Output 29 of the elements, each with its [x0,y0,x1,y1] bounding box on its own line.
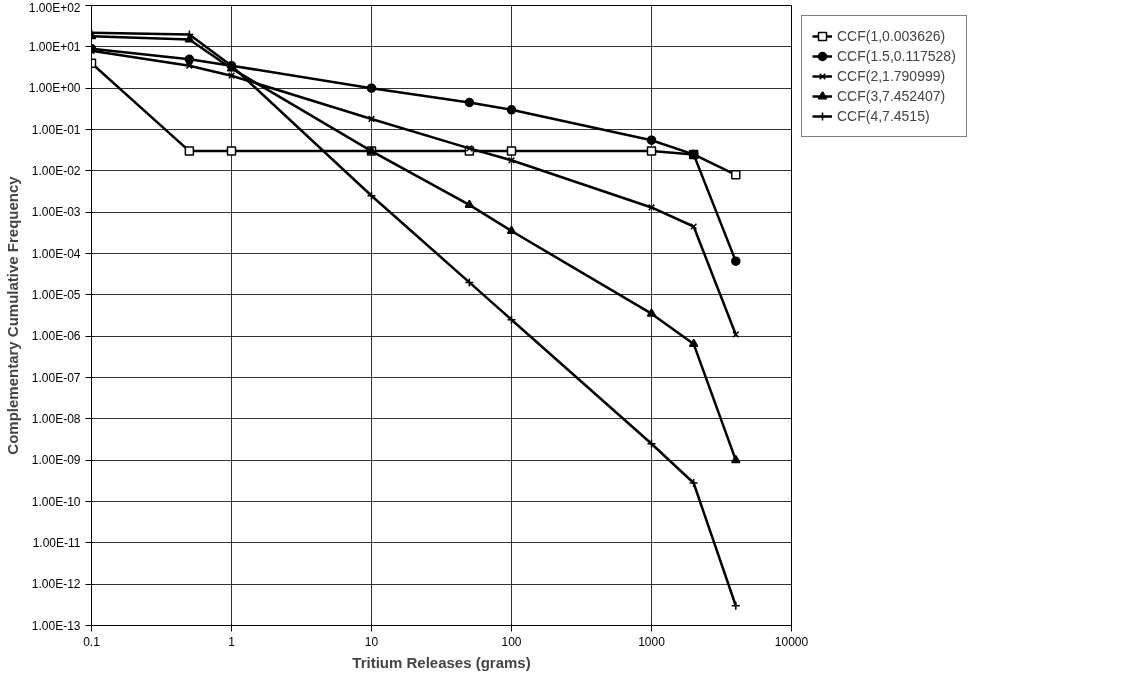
x-tick-label: 1 [228,634,236,649]
y-tick-label: 1.00E-12 [31,577,81,592]
y-tick-label: 1.00E-10 [31,494,81,509]
y-tick-label: 1.00E+01 [28,39,81,54]
y-tick-label: 1.00E-07 [31,370,81,385]
legend-label: CCF(2,1.790999) [837,68,946,84]
y-tick-label: 1.00E-04 [31,246,81,261]
x-tick-label: 100 [501,634,522,649]
y-tick-label: 1.00E-11 [32,535,81,550]
y-axis-title: Complementary Cumulative Frequency [3,175,21,455]
legend-label: CCF(4,7.4515) [837,108,930,124]
x-tick-label: 1000 [638,634,666,649]
x-tick-label: 0.1 [83,634,101,649]
y-tick-label: 1.00E+00 [28,81,81,96]
legend-label: CCF(3,7.452407) [837,88,946,104]
legend-label: CCF(1,0.003626) [837,28,946,44]
x-axis-title: Tritium Releases (grams) [352,653,531,671]
y-tick-label: 1.00E-02 [31,163,81,178]
y-tick-label: 1.00E-09 [31,453,81,468]
y-tick-label: 1.00E+02 [28,0,81,15]
x-tick-label: 10000 [774,634,809,649]
y-tick-label: 1.00E-13 [31,618,81,633]
y-tick-label: 1.00E-06 [31,329,81,344]
legend-label: CCF(1.5,0.117528) [837,48,956,64]
y-tick-label: 1.00E-05 [31,287,81,302]
y-tick-label: 1.00E-01 [31,122,81,137]
y-tick-label: 1.00E-03 [31,205,81,220]
x-tick-label: 10 [364,634,379,649]
y-tick-label: 1.00E-08 [31,411,81,426]
